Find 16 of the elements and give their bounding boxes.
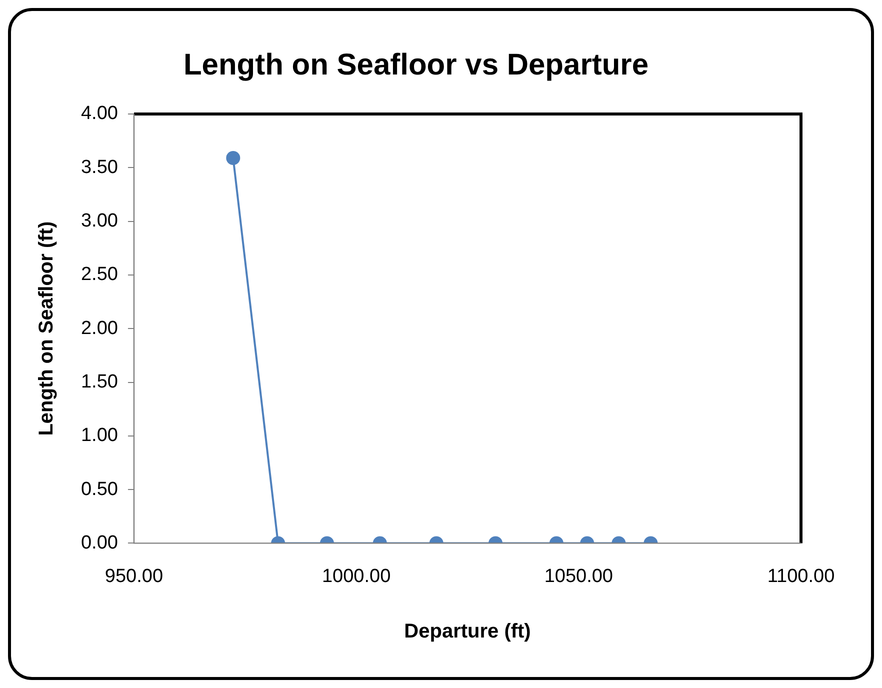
y-tick-label: 3.50	[80, 156, 118, 178]
chart-title: Length on Seafloor vs Departure	[183, 48, 649, 82]
y-tick-label: 1.00	[80, 425, 118, 446]
x-tick-label: 950.00	[104, 566, 164, 587]
x-tick-label: 1050.00	[544, 566, 614, 587]
y-axis-title: Length on Seafloor (ft)	[36, 221, 58, 436]
y-tick-label: 2.50	[80, 264, 118, 286]
x-axis-title: Departure (ft)	[404, 620, 531, 643]
x-tick-label: 1000.00	[322, 566, 391, 587]
y-tick-label: 3.00	[80, 210, 118, 232]
y-tick-label: 1.50	[80, 371, 118, 392]
y-tick-label: 4.00	[80, 103, 118, 124]
y-tick-label: 0.50	[80, 478, 118, 500]
y-tick-label: 2.00	[80, 318, 118, 339]
x-tick-label: 1100.00	[767, 566, 835, 587]
y-tick-label: 0.00	[80, 532, 118, 554]
